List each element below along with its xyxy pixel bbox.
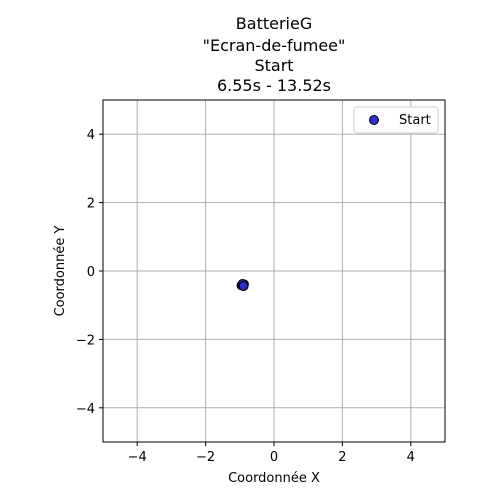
- legend-label-start: Start: [399, 113, 431, 128]
- legend-box: [353, 106, 439, 134]
- title-line-3: Start: [254, 56, 293, 75]
- x-tick-label: 2: [338, 450, 346, 465]
- x-tick-label: 4: [407, 450, 415, 465]
- x-axis-ticks: −4 −2 0 2 4: [128, 442, 415, 465]
- y-tick-label: 2: [87, 197, 95, 212]
- y-axis-label: Coordonnée Y: [53, 226, 68, 317]
- title-line-4: 6.55s - 13.52s: [217, 76, 331, 95]
- title-line-2: "Ecran-de-fumee": [203, 36, 346, 55]
- legend: Start: [353, 106, 439, 134]
- y-tick-label: −2: [76, 333, 95, 348]
- legend-marker-start: [369, 115, 379, 125]
- title-line-1: BatterieG: [236, 14, 312, 33]
- chart-title: BatterieG "Ecran-de-fumee" Start 6.55s -…: [203, 14, 346, 95]
- x-tick-label: 0: [270, 450, 278, 465]
- data-points: [236, 278, 249, 292]
- y-tick-label: −4: [76, 402, 95, 417]
- y-axis-ticks: −4 −2 0 2 4: [76, 128, 103, 417]
- x-axis-label: Coordonnée X: [228, 471, 320, 486]
- y-tick-label: 0: [87, 265, 95, 280]
- y-tick-label: 4: [87, 128, 95, 143]
- x-tick-label: −4: [128, 450, 147, 465]
- data-point: [238, 281, 249, 292]
- grid-lines: [103, 100, 445, 442]
- x-tick-label: −2: [196, 450, 215, 465]
